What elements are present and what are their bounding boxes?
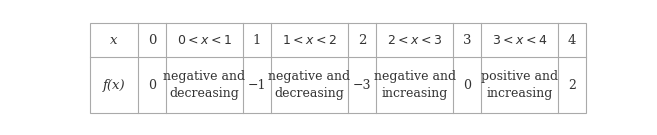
Text: negative and
increasing: negative and increasing — [374, 70, 456, 100]
Text: negative and
decreasing: negative and decreasing — [164, 70, 246, 100]
Text: $3 < x < 4$: $3 < x < 4$ — [492, 34, 547, 47]
Text: −1: −1 — [248, 79, 266, 92]
Text: 3: 3 — [463, 34, 471, 47]
Text: x: x — [110, 34, 118, 47]
Bar — [90, 23, 586, 113]
Text: $2 < x < 3$: $2 < x < 3$ — [387, 34, 442, 47]
Text: 0: 0 — [463, 79, 471, 92]
Text: 2: 2 — [358, 34, 366, 47]
Text: 2: 2 — [568, 79, 576, 92]
Text: negative and
decreasing: negative and decreasing — [269, 70, 351, 100]
Text: 0: 0 — [148, 79, 156, 92]
Text: 0: 0 — [148, 34, 156, 47]
Text: 4: 4 — [568, 34, 576, 47]
Text: f(x): f(x) — [102, 79, 125, 92]
Text: $0 < x < 1$: $0 < x < 1$ — [177, 34, 232, 47]
Text: $1 < x < 2$: $1 < x < 2$ — [283, 34, 337, 47]
Text: positive and
increasing: positive and increasing — [481, 70, 558, 100]
Text: −3: −3 — [353, 79, 371, 92]
Text: 1: 1 — [253, 34, 261, 47]
